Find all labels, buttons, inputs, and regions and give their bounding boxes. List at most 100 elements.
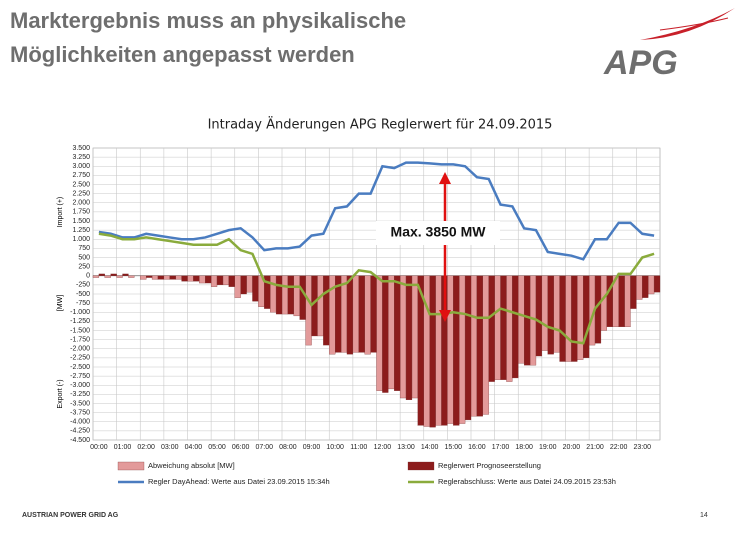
bar — [335, 275, 342, 353]
page-number: 14 — [700, 512, 708, 519]
x-tick-label: 04:00 — [185, 444, 203, 451]
bar — [565, 275, 572, 362]
y-tick-label: -3.750 — [70, 409, 90, 416]
x-tick-label: 08:00 — [279, 444, 297, 451]
y-tick-label: -500 — [76, 291, 90, 298]
bar — [98, 273, 105, 276]
bar — [405, 275, 413, 400]
y-tick-label: -1.500 — [70, 327, 90, 334]
y-tick-label: -1.250 — [70, 318, 90, 325]
x-tick-label: 19:00 — [539, 444, 557, 451]
bar — [453, 275, 460, 426]
y-tick-label: -750 — [76, 300, 90, 307]
bar — [181, 275, 188, 282]
x-tick-label: 12:00 — [374, 444, 392, 451]
x-tick-label: 23:00 — [634, 444, 652, 451]
bar — [104, 275, 111, 278]
y-tick-label: 750 — [78, 245, 90, 252]
bar — [435, 275, 442, 426]
y-tick-label: -1.750 — [70, 336, 90, 343]
chart-title: Intraday Änderungen APG Reglerwert für 2… — [208, 117, 553, 133]
logo: APG — [603, 44, 678, 82]
bar — [92, 275, 100, 278]
x-tick-label: 01:00 — [114, 444, 132, 451]
x-tick-label: 11:00 — [350, 444, 367, 451]
bar — [506, 275, 513, 382]
legend-swatch — [407, 461, 435, 471]
y-tick-label: -2.000 — [70, 346, 90, 353]
bar — [399, 275, 407, 399]
y-tick-label: 3.000 — [72, 163, 90, 170]
x-tick-label: 16:00 — [468, 444, 486, 451]
y-tick-label: 2.000 — [72, 200, 90, 207]
bar — [275, 275, 283, 315]
bar — [464, 275, 472, 421]
bar — [246, 275, 253, 293]
bar — [636, 275, 643, 300]
x-tick-label: 09:00 — [303, 444, 321, 451]
y-tick-label: -250 — [76, 282, 90, 289]
x-tick-label: 07:00 — [256, 444, 274, 451]
logo-swoosh — [640, 8, 735, 40]
bar — [512, 275, 519, 379]
y-tick-label: -3.250 — [70, 391, 90, 398]
bar — [311, 275, 318, 337]
bar — [524, 275, 531, 366]
annotation: Max. 3850 MW — [391, 224, 487, 240]
bar — [535, 275, 543, 357]
y-tick-label: 2.750 — [72, 172, 90, 179]
bar — [340, 275, 348, 353]
bar — [110, 273, 117, 276]
line — [98, 232, 655, 345]
x-tick-label: 17:00 — [492, 444, 510, 451]
bar — [305, 275, 312, 346]
bar — [370, 275, 377, 353]
bar — [216, 275, 224, 286]
bar — [128, 275, 135, 278]
y-tick-label: -3.500 — [70, 400, 90, 407]
bar — [470, 275, 478, 417]
bar — [323, 275, 330, 346]
y-tick-label: -2.750 — [70, 373, 90, 380]
bar — [653, 275, 661, 293]
bar — [264, 275, 271, 309]
x-tick-label: 18:00 — [515, 444, 533, 451]
bar — [447, 275, 454, 424]
y-axis-label: Import (+) — [57, 197, 64, 228]
bar — [116, 275, 123, 278]
bar — [193, 275, 200, 282]
y-tick-label: 250 — [78, 263, 90, 270]
bar — [382, 275, 389, 393]
bar — [624, 275, 631, 327]
bar — [299, 275, 306, 320]
bar — [364, 275, 371, 355]
x-tick-label: 14:00 — [421, 444, 439, 451]
y-tick-label: 2.250 — [72, 190, 90, 197]
bar — [571, 275, 578, 362]
annotation-box — [376, 221, 500, 245]
y-tick-label: -4.500 — [70, 437, 90, 444]
legend-label: Abweichung absolut [MW] — [148, 461, 235, 470]
bar — [577, 275, 584, 360]
y-tick-label: 3.250 — [72, 154, 90, 161]
bar — [642, 275, 649, 298]
x-tick-label: 21:00 — [586, 444, 604, 451]
bar — [222, 275, 229, 286]
y-tick-label: 2.500 — [72, 181, 90, 188]
y-tick-label: -4.250 — [70, 428, 90, 435]
x-tick-label: 20:00 — [563, 444, 581, 451]
bar — [388, 275, 395, 390]
y-tick-label: 1.500 — [72, 218, 90, 225]
bar — [606, 275, 613, 327]
y-tick-label: 0 — [86, 273, 90, 280]
bar — [163, 275, 170, 280]
y-tick-label: -2.500 — [70, 364, 90, 371]
bar — [648, 275, 655, 295]
bar — [157, 275, 165, 280]
x-tick-label: 03:00 — [161, 444, 179, 451]
bar — [541, 275, 548, 351]
x-tick-label: 02:00 — [137, 444, 155, 451]
bar — [618, 275, 625, 327]
